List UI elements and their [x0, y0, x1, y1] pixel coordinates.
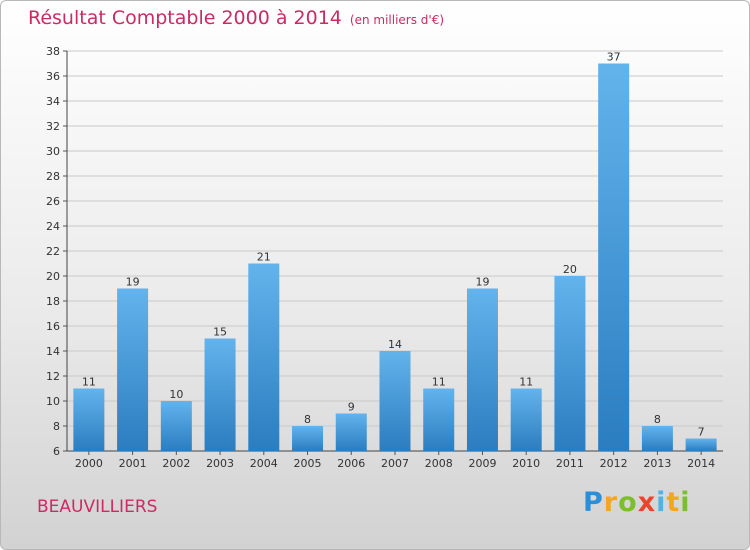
logo-letter: t [666, 487, 681, 518]
x-tick-label: 2002 [162, 457, 190, 470]
logo-letter: r [603, 487, 619, 518]
bar [248, 263, 280, 451]
y-tick-label: 26 [46, 195, 60, 208]
x-tick-label: 2010 [512, 457, 540, 470]
chart-title: Résultat Comptable 2000 à 2014 [28, 7, 342, 29]
logo-letter: P [583, 487, 604, 518]
data-label: 7 [698, 426, 705, 439]
chart-title-block: Résultat Comptable 2000 à 2014 (en millie… [28, 7, 444, 29]
y-tick-label: 16 [46, 320, 60, 333]
x-tick-label: 2006 [337, 457, 365, 470]
bar [598, 63, 630, 451]
y-tick-label: 28 [46, 170, 60, 183]
data-label: 8 [654, 413, 661, 426]
logo-letter: i [656, 487, 667, 518]
x-tick-label: 2013 [643, 457, 671, 470]
x-tick-label: 2003 [206, 457, 234, 470]
data-label: 11 [432, 376, 446, 389]
bar [379, 351, 411, 451]
x-tick-label: 2007 [381, 457, 409, 470]
bar [73, 388, 105, 451]
x-tick-label: 2008 [425, 457, 453, 470]
y-tick-label: 10 [46, 395, 60, 408]
bar [160, 401, 192, 451]
y-tick-label: 36 [46, 70, 60, 83]
x-tick-label: 2011 [556, 457, 584, 470]
y-tick-label: 18 [46, 295, 60, 308]
x-tick-label: 2004 [250, 457, 278, 470]
bar [685, 438, 717, 451]
bar [292, 426, 324, 451]
y-tick-label: 34 [46, 95, 60, 108]
y-tick-label: 30 [46, 145, 60, 158]
y-tick-label: 12 [46, 370, 60, 383]
bar [510, 388, 542, 451]
data-label: 8 [304, 413, 311, 426]
data-label: 9 [348, 401, 355, 414]
y-tick-label: 32 [46, 120, 60, 133]
logo-letter: x [637, 487, 657, 518]
data-label: 19 [126, 276, 140, 289]
bar [423, 388, 455, 451]
data-label: 21 [257, 251, 271, 264]
x-tick-label: 2014 [687, 457, 715, 470]
x-tick-label: 2000 [75, 457, 103, 470]
town-name: BEAUVILLIERS [37, 497, 158, 517]
data-label: 20 [563, 263, 577, 276]
y-tick-label: 14 [46, 345, 60, 358]
bar [204, 338, 236, 451]
x-tick-label: 2009 [468, 457, 496, 470]
data-label: 11 [519, 376, 533, 389]
bar [466, 288, 498, 451]
bar [554, 276, 586, 451]
bar [641, 426, 673, 451]
data-label: 10 [169, 388, 183, 401]
y-tick-label: 24 [46, 220, 60, 233]
x-tick-label: 2001 [119, 457, 147, 470]
logo-letter: o [618, 487, 638, 518]
y-tick-label: 38 [46, 45, 60, 58]
y-tick-label: 6 [53, 445, 60, 458]
data-label: 37 [607, 51, 621, 64]
y-tick-label: 22 [46, 245, 60, 258]
x-tick-label: 2012 [600, 457, 628, 470]
y-tick-label: 20 [46, 270, 60, 283]
data-label: 19 [475, 276, 489, 289]
proxiti-logo[interactable]: Proxiti [583, 487, 691, 518]
bar [335, 413, 367, 451]
chart-subtitle: (en milliers d'€) [349, 13, 445, 27]
data-label: 15 [213, 326, 227, 339]
y-tick-label: 8 [53, 420, 60, 433]
data-label: 11 [82, 376, 96, 389]
data-label: 14 [388, 338, 402, 351]
bar [117, 288, 149, 451]
x-tick-label: 2005 [294, 457, 322, 470]
logo-letter: i [680, 487, 691, 518]
